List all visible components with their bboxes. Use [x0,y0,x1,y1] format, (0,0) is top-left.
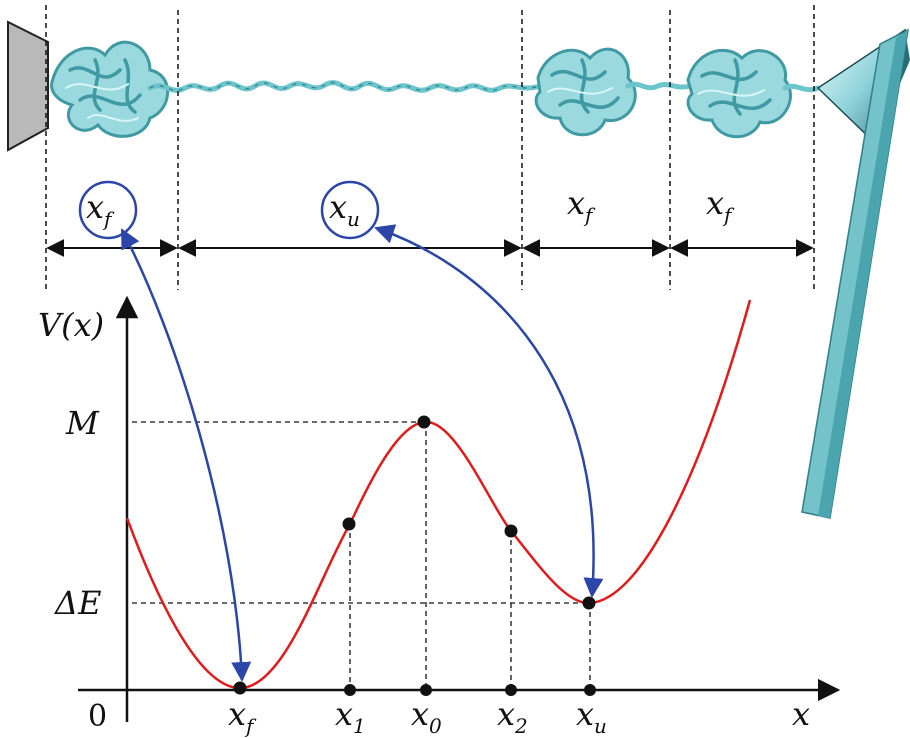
tick-label-x1: x1 [335,695,366,738]
wall-surface-icon [8,22,48,150]
tick-label-xf: xf [228,695,257,738]
mapping-arrow-xf [122,230,242,680]
segment-4-label: xf [706,184,735,227]
tick-label-xu: xu [576,695,607,738]
segment-3-label: xf [567,184,596,227]
mapping-arrow-xu [376,228,594,596]
origin-label: 0 [88,699,107,734]
potential-curve [127,300,750,688]
potential-plot: V(x) x 0 M ΔE xf x1 x0 x2 xu [38,298,838,738]
point-xf [234,682,247,695]
point-xu [583,597,596,610]
segment-1-label: xf [86,188,115,231]
folded-domain-icon [688,50,791,136]
level-m-label: M [65,404,100,442]
level-de-label: ΔE [53,584,101,622]
folded-domain-icon [536,49,635,135]
tick-label-x0: x0 [411,695,442,738]
point-x2 [505,525,518,538]
y-axis-label: V(x) [38,306,104,344]
afm-cantilever-icon [802,30,910,518]
tick-label-x2: x2 [497,695,528,738]
point-x1 [343,518,356,531]
segment-2-label: xu [329,188,360,231]
point-x0 [418,416,431,429]
x-axis-label: x [792,695,810,733]
